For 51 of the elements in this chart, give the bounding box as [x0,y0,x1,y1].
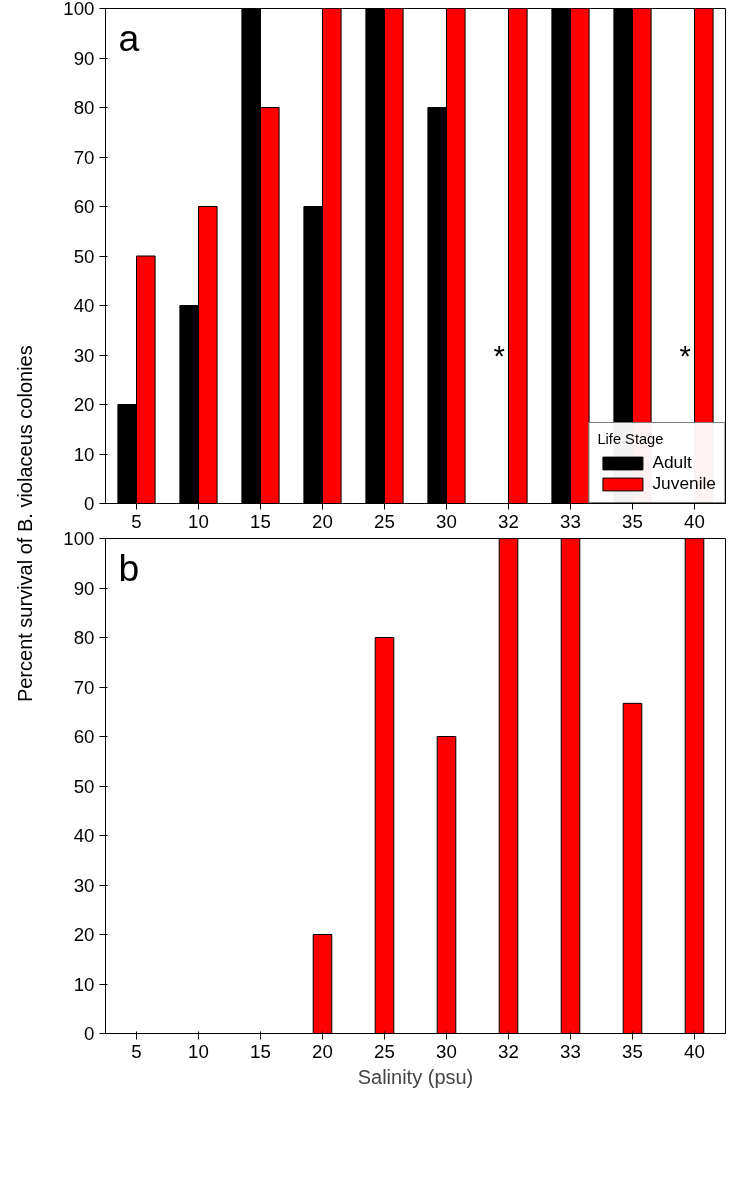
y-tick-label: 70 [73,676,95,698]
legend-label: Adult [652,452,692,473]
annotation: * [679,338,691,372]
x-tick-label: 5 [131,510,142,532]
y-tick-label: 60 [73,196,95,217]
y-tick-label: 90 [73,577,95,599]
y-tick-label: 10 [73,443,95,465]
x-tick-label: 5 [131,1040,142,1062]
annotation: a [118,16,140,59]
x-tick-label: 15 [250,510,271,532]
annotation: b [118,546,140,589]
y-tick-label: 40 [73,825,95,846]
y-tick-label: 0 [84,1023,95,1044]
y-tick-label: 70 [73,146,95,168]
x-tick-label: 25 [374,510,395,532]
annotation: * [493,338,505,372]
y-tick-label: 60 [73,726,95,747]
y-tick-label: 100 [63,528,95,549]
x-tick-label: 20 [312,1040,333,1062]
legend-title: Life Stage [597,431,665,447]
x-tick-label: 33 [560,510,581,532]
x-tick-label: 32 [498,1040,519,1062]
x-tick-label: 40 [684,1040,705,1062]
x-tick-label: 20 [312,510,333,532]
x-tick-label: 30 [436,510,457,532]
y-axis-title: Percent survival of B. violaceus colonies [14,345,37,703]
y-tick-label: 0 [84,493,95,514]
y-tick-label: 20 [73,924,95,945]
x-tick-label: 35 [622,1040,643,1062]
legend-label: Juvenile [652,473,716,494]
x-tick-label: 35 [622,510,643,532]
y-tick-label: 20 [73,394,95,415]
y-tick-label: 100 [63,0,95,19]
x-tick-label: 25 [374,1040,395,1062]
x-axis-title: Salinity (psu) [357,1065,474,1088]
y-tick-label: 80 [73,627,95,648]
y-tick-label: 90 [73,47,95,69]
x-tick-label: 30 [436,1040,457,1062]
x-tick-label: 10 [188,510,209,532]
y-tick-label: 30 [73,344,95,366]
x-tick-label: 32 [498,510,519,532]
y-tick-label: 80 [73,97,95,118]
x-tick-label: 10 [188,1040,209,1062]
y-tick-label: 30 [73,874,95,896]
x-tick-label: 15 [250,1040,271,1062]
y-tick-label: 40 [73,295,95,316]
y-tick-label: 10 [73,973,95,995]
y-tick-label: 50 [73,775,95,797]
x-tick-label: 33 [560,1040,581,1062]
x-tick-label: 40 [684,510,705,532]
y-tick-label: 50 [73,245,95,267]
